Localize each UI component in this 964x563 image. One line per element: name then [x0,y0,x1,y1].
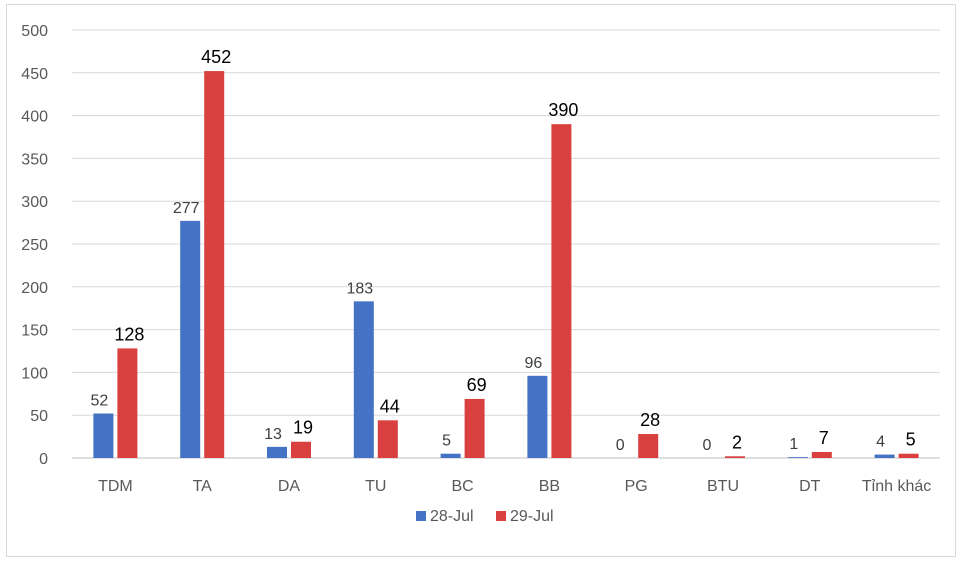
x-axis-categories: TDM TA DA TU BC BB PG BTU DT Tỉnh khác [98,478,931,495]
data-label: 183 [346,280,373,297]
data-label: 28 [640,410,660,430]
x-category-label: BC [451,478,473,495]
bar-28-Jul-TU [353,301,374,458]
y-axis-ticks: 0 50 100 150 200 250 300 350 400 450 500 [21,23,48,468]
x-category-label: BB [539,478,560,495]
data-label: 96 [525,355,543,372]
legend: 28-Jul 29-Jul [416,508,554,525]
bar-28-Jul-BB [527,375,548,458]
data-label: 7 [819,428,829,448]
bar-28-Jul-BC [440,453,461,458]
bars [93,71,919,458]
y-tick-label: 50 [30,408,48,425]
bar-29-Jul-BC [464,398,485,458]
x-category-label: TU [365,478,386,495]
bar-29-Jul-DA [291,441,311,458]
legend-label: 28-Jul [430,508,474,525]
bar-29-Jul-DT [811,452,832,458]
y-tick-label: 500 [21,23,48,40]
bar-29-Jul-PG [638,434,659,458]
legend-swatch [416,511,426,521]
gridlines [72,29,940,459]
y-tick-label: 350 [21,151,48,168]
data-label: 452 [201,47,231,67]
x-category-label: DA [278,478,301,495]
y-tick-label: 200 [21,280,48,297]
x-category-label: DT [799,478,821,495]
x-category-label: TA [193,478,213,495]
bar-28-Jul-DA [267,446,287,458]
bar-28-Jul-DT [787,457,808,458]
data-label: 19 [293,418,313,438]
y-tick-label: 300 [21,194,48,211]
data-label: 1 [789,436,798,453]
legend-swatch [496,511,506,521]
chart-frame [6,4,956,557]
data-label: 2 [732,432,742,452]
x-category-label: TDM [98,478,133,495]
y-tick-label: 0 [39,451,48,468]
data-labels: 52 128 277 452 13 19 183 44 5 69 96 390 0 28 0 2 1 7 4 5 [91,47,916,454]
bar-29-Jul-TDM [117,348,138,458]
bar-28-Jul-TA [180,220,201,458]
y-tick-label: 150 [21,323,48,340]
x-category-label: BTU [707,478,739,495]
bar-29-Jul-TA [204,71,225,458]
bar-29-Jul-Tỉnh khác [898,453,919,458]
data-label: 69 [467,375,487,395]
data-label: 390 [548,100,578,120]
data-label: 13 [264,426,282,443]
data-label: 44 [380,396,400,416]
y-tick-label: 400 [21,109,48,126]
data-label: 4 [876,434,885,451]
bar-28-Jul-TDM [93,413,114,458]
data-label: 52 [91,392,109,409]
legend-label: 29-Jul [510,508,554,525]
x-category-label: Tỉnh khác [862,478,931,495]
bar-28-Jul-Tỉnh khác [874,454,895,458]
y-tick-label: 250 [21,237,48,254]
data-label: 277 [173,200,200,217]
bar-29-Jul-BTU [725,456,745,458]
x-category-label: PG [625,478,648,495]
y-tick-label: 100 [21,365,48,382]
data-label: 5 [442,433,451,450]
bar-29-Jul-TU [377,420,398,458]
y-tick-label: 450 [21,66,48,83]
data-label: 0 [616,437,625,454]
data-label: 0 [703,437,712,454]
data-label: 5 [906,430,916,450]
bar-29-Jul-BB [551,124,572,458]
data-label: 128 [114,324,144,344]
